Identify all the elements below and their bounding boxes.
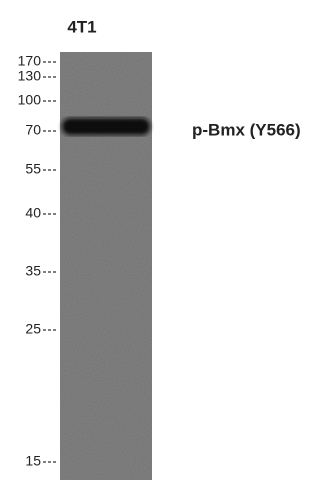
gel-texture [60, 52, 152, 480]
marker-label: 25 [25, 321, 41, 337]
western-blot: 4T1 p-Bmx (Y566) 170130 100 70 55 40 35 25 15 [0, 0, 331, 480]
band-label: p-Bmx (Y566) [192, 120, 301, 139]
marker-label: 15 [25, 453, 41, 469]
page: 4T1 p-Bmx (Y566) 170130100705540352515 (… [0, 0, 331, 480]
marker-label: 40 [25, 205, 41, 221]
lane-label: 4T1 [67, 17, 96, 36]
marker-label: 35 [25, 263, 41, 279]
marker-label: 130 [18, 68, 42, 84]
marker-label: 70 [25, 122, 41, 138]
marker-label: 170 [18, 53, 42, 69]
marker-label: 55 [25, 161, 41, 177]
protein-band [62, 118, 150, 135]
marker-label: 100 [18, 92, 42, 108]
